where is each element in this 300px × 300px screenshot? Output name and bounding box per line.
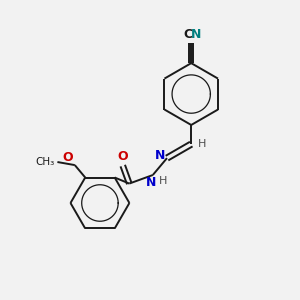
Text: CH₃: CH₃ [36, 157, 55, 167]
Text: H: H [198, 139, 206, 149]
Text: O: O [63, 151, 73, 164]
Text: O: O [117, 150, 128, 163]
Text: N: N [155, 149, 166, 162]
Text: N: N [191, 28, 202, 41]
Text: H: H [159, 176, 167, 187]
Text: N: N [146, 176, 157, 190]
Text: C: C [183, 28, 192, 41]
